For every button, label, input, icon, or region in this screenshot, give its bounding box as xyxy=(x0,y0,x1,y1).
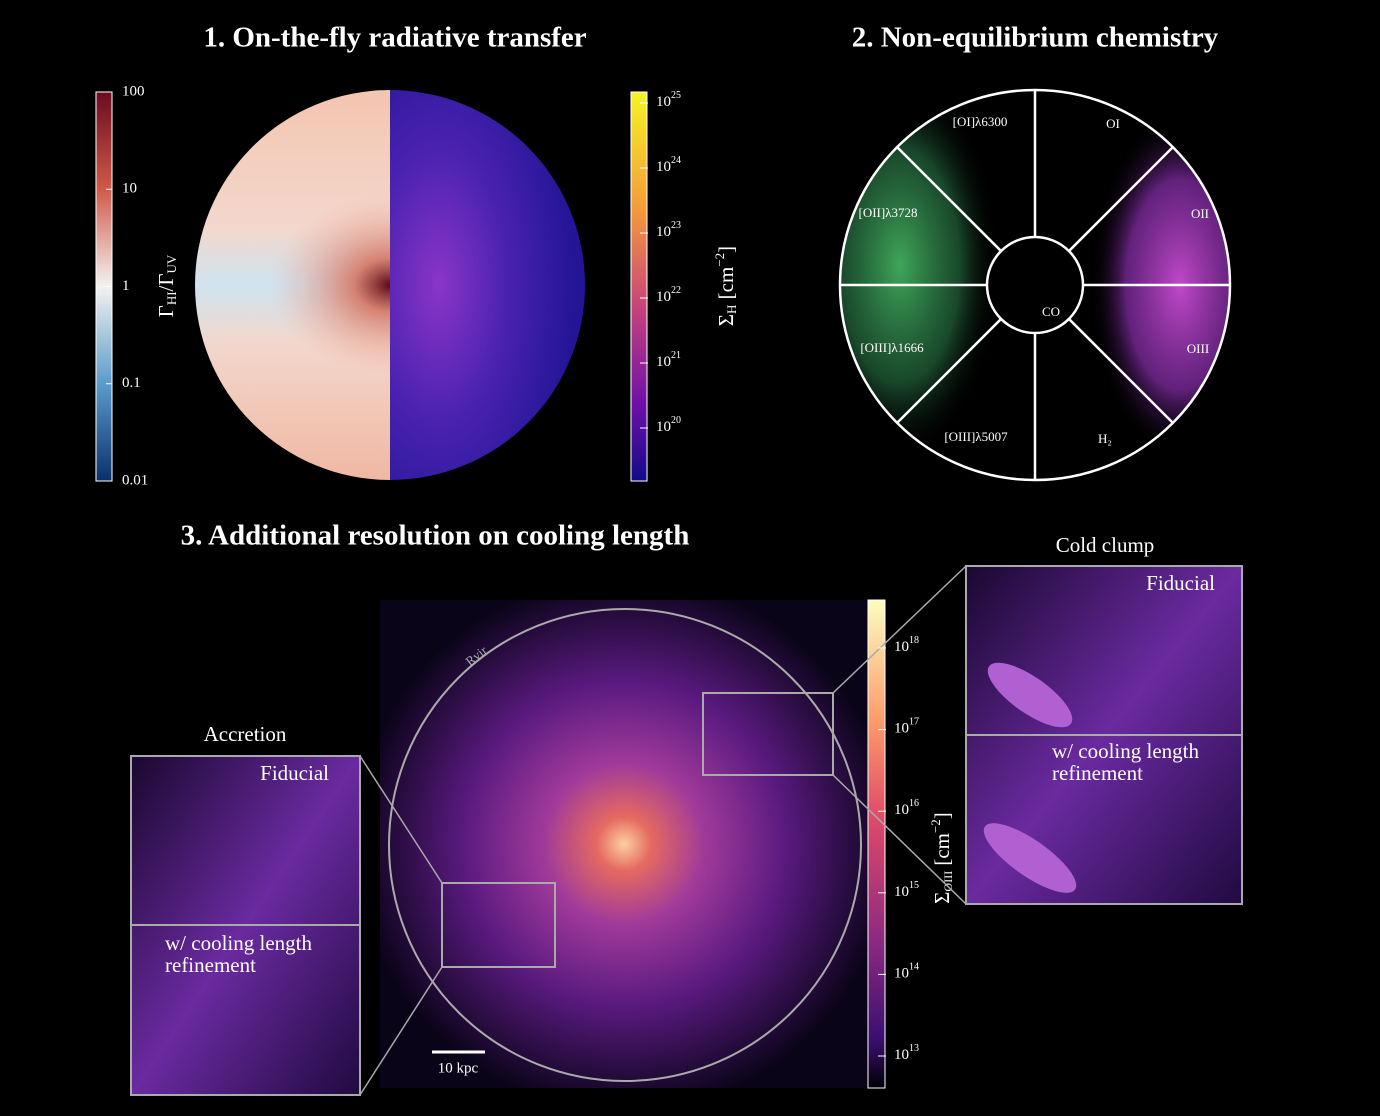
chem-center xyxy=(985,235,1085,335)
tick-base: 10 xyxy=(894,721,909,737)
tick-label: 1 xyxy=(122,278,130,294)
sector-line xyxy=(896,146,1002,252)
tick-exp: 20 xyxy=(671,415,681,426)
tick-exp: 21 xyxy=(671,350,681,361)
inset-title: Accretion xyxy=(204,722,287,746)
tick-label: 1018 xyxy=(894,635,919,655)
halo-map xyxy=(380,600,868,1088)
clump xyxy=(987,662,1073,728)
tick-base: 10 xyxy=(656,224,671,240)
inset-label: refinement xyxy=(165,953,256,977)
sector-label: CO xyxy=(1042,304,1060,319)
colorbar-label: ΣH [cm−2] xyxy=(712,246,739,326)
sector-label: [OIII]λ5007 xyxy=(944,429,1008,444)
tick-label: 1024 xyxy=(656,155,681,175)
panel-title: 1. On-the-fly radiative transfer xyxy=(203,22,586,54)
tick-base: 10 xyxy=(656,94,671,110)
colorbar xyxy=(867,599,886,1089)
tick-exp: 17 xyxy=(909,717,919,728)
tick-label: 1014 xyxy=(894,962,919,982)
tick-label: 0.1 xyxy=(122,375,141,391)
tick-base: 10 xyxy=(656,354,671,370)
connectors xyxy=(359,565,967,1096)
zoom-box xyxy=(441,882,556,968)
tick-label: 1021 xyxy=(656,350,681,370)
sector-line xyxy=(1068,146,1174,252)
tick-base: 10 xyxy=(894,1047,909,1063)
tick-base: 10 xyxy=(894,803,909,819)
tick-label: 0.01 xyxy=(122,472,148,488)
sector-label: OII xyxy=(1191,206,1209,221)
inset-label: Fiducial xyxy=(1146,571,1215,595)
colorbar-label: ΣOIII [cm−2] xyxy=(928,812,955,904)
rvir-circle xyxy=(388,608,862,1082)
tick-base: 10 xyxy=(656,289,671,305)
panel-title: 2. Non-equilibrium chemistry xyxy=(852,22,1219,54)
sector-label: H₂ xyxy=(1098,431,1112,446)
tick-label: 10 xyxy=(122,181,137,197)
tick-exp: 18 xyxy=(909,635,919,646)
inset-label: refinement xyxy=(1052,761,1143,785)
sector-line xyxy=(1068,318,1174,424)
inset-label: Fiducial xyxy=(260,761,329,785)
tick-label: 1015 xyxy=(894,880,919,900)
chem-outline xyxy=(838,88,1232,482)
tick-base: 10 xyxy=(894,639,909,655)
inset-label: w/ cooling length xyxy=(165,931,312,955)
tick-base: 10 xyxy=(894,966,909,982)
tick-base: 10 xyxy=(894,884,909,900)
tick-base: 10 xyxy=(656,419,671,435)
colorbar-label: ΓHI/ΓUV xyxy=(154,254,179,317)
tick-label: 100 xyxy=(122,83,145,99)
clump xyxy=(983,823,1077,893)
inset-title: Cold clump xyxy=(1056,533,1155,557)
tick-exp: 24 xyxy=(671,155,681,166)
tick-exp: 15 xyxy=(909,880,919,891)
tick-exp: 23 xyxy=(671,220,681,231)
tick-label: 1017 xyxy=(894,717,919,737)
sector-lines xyxy=(840,90,1230,480)
tick-exp: 25 xyxy=(671,90,681,101)
sector-label: [OII]λ3728 xyxy=(858,205,917,220)
tick-base: 10 xyxy=(656,159,671,175)
tick-exp: 16 xyxy=(909,798,919,809)
tick-label: 1020 xyxy=(656,415,681,435)
zoom-box xyxy=(702,692,834,776)
tick-exp: 14 xyxy=(909,962,919,973)
density-map xyxy=(390,90,585,480)
tick-exp: 13 xyxy=(909,1043,919,1054)
tick-label: 1025 xyxy=(656,90,681,110)
tick-label: 1023 xyxy=(656,220,681,240)
sector-line xyxy=(896,318,1002,424)
sector-label: [OIII]λ1666 xyxy=(860,340,924,355)
tick-label: 1013 xyxy=(894,1043,919,1063)
tick-label: 1016 xyxy=(894,798,919,818)
colorbar xyxy=(630,91,648,482)
tick-label: 1022 xyxy=(656,285,681,305)
sector-label: [OI]λ6300 xyxy=(953,114,1008,129)
sector-label: OI xyxy=(1106,116,1120,131)
tick-exp: 22 xyxy=(671,285,681,296)
panel-title: 3. Additional resolution on cooling leng… xyxy=(181,520,690,552)
scale-bar-label: 10 kpc xyxy=(438,1060,479,1076)
sector-label: OIII xyxy=(1187,341,1209,356)
inset-label: w/ cooling length xyxy=(1052,739,1199,763)
